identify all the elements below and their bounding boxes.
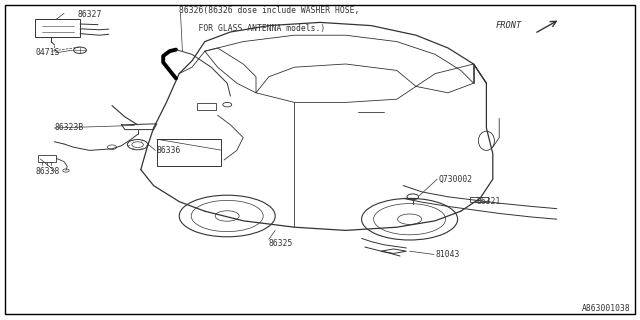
Bar <box>35 19 80 37</box>
Text: 86326(86326 dose include WASHER HOSE,: 86326(86326 dose include WASHER HOSE, <box>179 6 360 15</box>
Bar <box>38 155 56 162</box>
Bar <box>197 103 216 110</box>
Text: Q730002: Q730002 <box>438 175 472 184</box>
Text: 86325: 86325 <box>269 239 293 248</box>
Text: 86327: 86327 <box>77 10 102 19</box>
Text: FOR GLASS ANTENNA models.): FOR GLASS ANTENNA models.) <box>179 24 326 33</box>
Text: 81043: 81043 <box>435 250 460 259</box>
Bar <box>470 197 488 202</box>
Text: 0471S: 0471S <box>35 48 60 57</box>
Text: 86321: 86321 <box>477 197 501 206</box>
Text: 86338: 86338 <box>35 167 60 176</box>
Text: A863001038: A863001038 <box>582 304 630 313</box>
Text: 86323B: 86323B <box>54 124 84 132</box>
Text: FRONT: FRONT <box>495 21 522 30</box>
Bar <box>157 139 221 166</box>
Text: 86336: 86336 <box>157 146 181 155</box>
